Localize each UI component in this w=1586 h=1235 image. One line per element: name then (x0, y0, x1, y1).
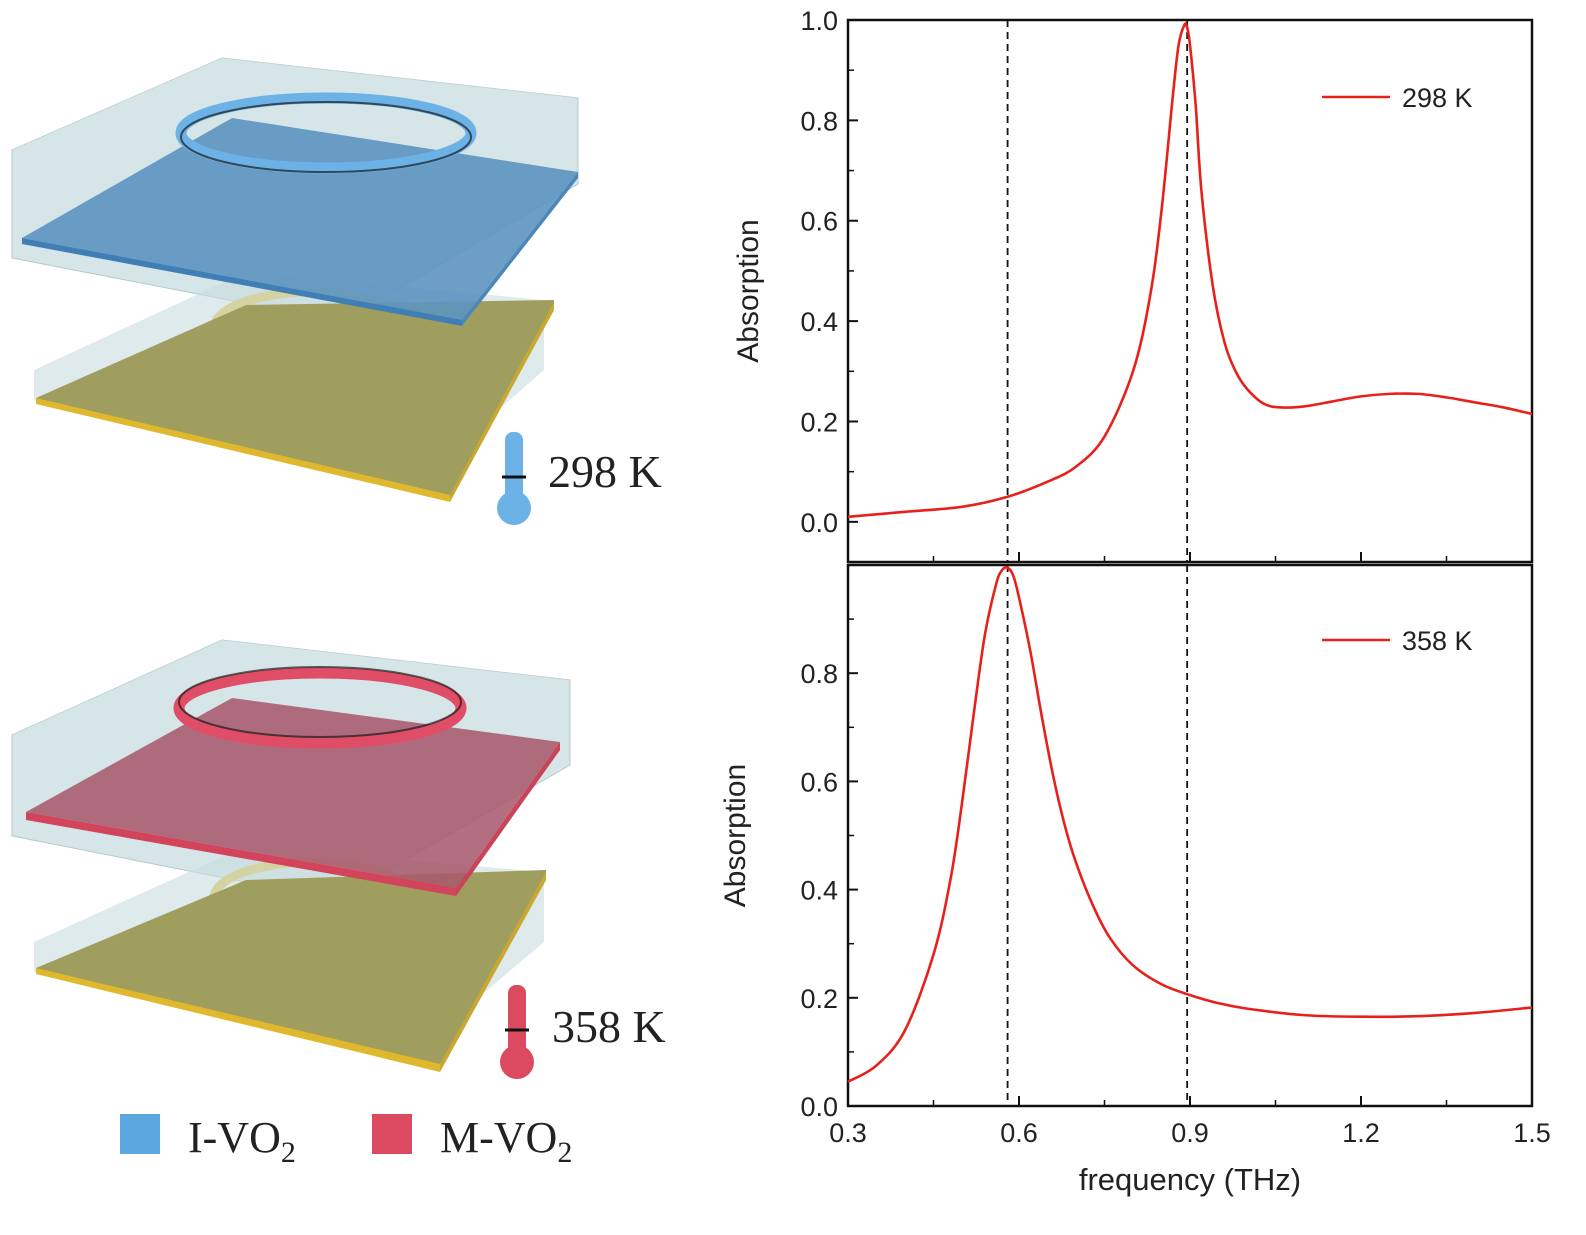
legend-label-i-vo2: I-VO2 (188, 1113, 296, 1169)
chart-panel-358k: 0.0 0.2 0.4 0.6 0.8 0.3 0.6 0.9 1.2 1.5 358 K Absor… (719, 563, 1551, 1197)
blue-ring-shadow (180, 101, 472, 173)
schematic-top-298k: 298 K (11, 57, 662, 525)
i-vo2-plate-edge (22, 238, 462, 326)
temperature-label-top: 298 K (548, 446, 662, 497)
material-legend: I-VO2 M-VO2 (120, 1113, 572, 1169)
x-tick-label: 0.3 (829, 1118, 867, 1148)
x-tick-label: 0.9 (1171, 1118, 1209, 1148)
y-tick-label: 0.8 (800, 106, 838, 136)
gold-plate-bottom-schematic (36, 870, 546, 1068)
gold-plate-right-edge (450, 302, 554, 502)
absorption-series-line (847, 566, 1533, 1083)
y-tick-label: 0.6 (800, 207, 838, 237)
x-tick-label: 1.5 (1513, 1118, 1551, 1148)
temperature-label-bottom: 358 K (552, 1001, 666, 1052)
i-vo2-plate-right-edge (462, 172, 578, 326)
thermometer-cold-icon (497, 432, 531, 525)
legend-swatch-m-vo2 (372, 1114, 412, 1154)
y-tick-label: 0.0 (800, 1092, 838, 1122)
legend-label: 298 K (1402, 83, 1473, 113)
y-tick-label: 0.8 (800, 659, 838, 689)
y-tick-label: 0.2 (800, 407, 838, 437)
y-tick-label: 1.0 (800, 6, 838, 36)
m-vo2-plate-right-edge (456, 742, 560, 896)
m-vo2-plate-edge (26, 812, 456, 896)
y-axis-label: Absorption (732, 219, 765, 362)
x-tick-label: 0.6 (1000, 1118, 1038, 1148)
y-tick-label: 0.4 (800, 307, 838, 337)
legend-label: 358 K (1402, 626, 1473, 656)
red-ring (173, 667, 467, 749)
thermometer-hot-icon (500, 985, 534, 1079)
absorption-series-line (847, 22, 1533, 519)
x-axis-label: frequency (THz) (1079, 1162, 1301, 1197)
schematic-bottom-358k: 358 K (11, 639, 666, 1079)
gold-plate-edge (36, 398, 450, 502)
x-tick-label: 1.2 (1342, 1118, 1380, 1148)
chart-panel-298k: 0.0 0.2 0.4 0.6 0.8 1.0 298 K Absorption (732, 6, 1534, 564)
gold-plate-right-edge (440, 872, 546, 1072)
red-ring-shadow (178, 666, 462, 738)
i-vo2-plate (22, 118, 578, 320)
y-tick-label: 0.0 (800, 508, 838, 538)
y-tick-label: 0.2 (800, 984, 838, 1014)
y-axis-label: Absorption (719, 764, 752, 907)
gold-plate-top-schematic (36, 300, 554, 500)
y-tick-label: 0.6 (800, 767, 838, 797)
y-tick-label: 0.4 (800, 876, 838, 906)
gold-plate-edge (36, 968, 440, 1072)
legend-swatch-i-vo2 (120, 1114, 160, 1154)
legend-label-m-vo2: M-VO2 (440, 1113, 572, 1169)
m-vo2-plate (26, 698, 560, 888)
